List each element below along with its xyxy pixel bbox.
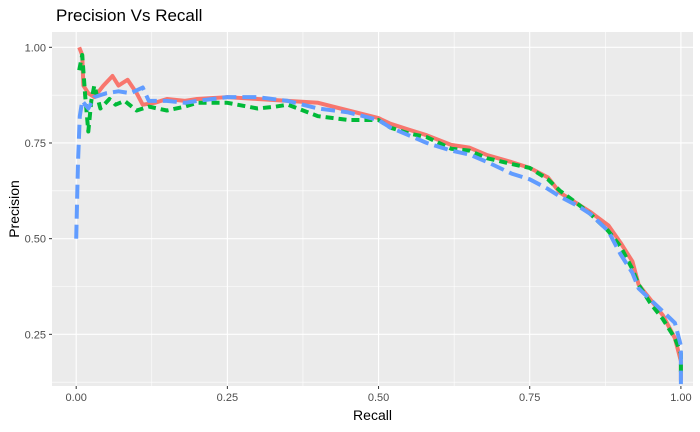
x-axis-title: Recall	[353, 407, 392, 423]
plot-panel	[52, 32, 693, 386]
y-tick-label: 0.50	[25, 234, 46, 246]
y-axis: 0.25 0.50 0.75 1.00	[25, 42, 52, 341]
series-line-2	[77, 53, 683, 377]
series-line-3	[74, 85, 683, 385]
x-tick-label: 1.00	[670, 392, 691, 404]
x-tick-label: 0.75	[519, 392, 540, 404]
y-tick-label: 0.25	[25, 329, 46, 341]
series-line-1	[77, 46, 683, 381]
x-tick-label: 0.50	[368, 392, 389, 404]
x-tick-label: 0.25	[217, 392, 238, 404]
x-axis: 0.00 0.25 0.50 0.75 1.00	[65, 386, 692, 404]
y-tick-label: 0.75	[25, 138, 46, 150]
y-tick-label: 1.00	[25, 42, 46, 54]
x-tick-label: 0.00	[65, 392, 86, 404]
y-axis-title: Precision	[6, 180, 22, 238]
series-layer	[74, 46, 683, 385]
grid-minor	[52, 32, 693, 386]
chart-title: Precision Vs Recall	[56, 6, 203, 25]
